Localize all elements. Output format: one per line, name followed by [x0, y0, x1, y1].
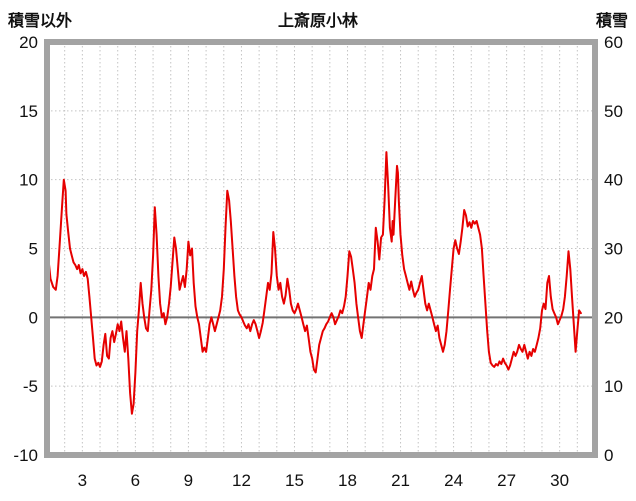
right-axis-tick-label: 20	[604, 308, 623, 327]
left-axis-tick-label: 10	[19, 171, 38, 190]
x-axis-tick-label: 9	[184, 471, 193, 490]
x-axis-tick-label: 12	[232, 471, 251, 490]
left-axis-tick-label: 5	[29, 240, 38, 259]
right-axis-tick-label: 10	[604, 377, 623, 396]
left-axis-tick-label: 20	[19, 33, 38, 52]
right-axis-tick-label: 40	[604, 171, 623, 190]
x-axis-tick-label: 3	[78, 471, 87, 490]
right-axis-tick-label: 30	[604, 240, 623, 259]
x-axis-tick-label: 27	[497, 471, 516, 490]
right-axis-tick-label: 50	[604, 102, 623, 121]
right-axis-tick-label: 0	[604, 446, 613, 465]
temperature-series-line	[47, 151, 582, 415]
x-axis-tick-label: 6	[131, 471, 140, 490]
left-axis-title: 積雪以外	[8, 13, 73, 30]
left-axis-tick-label: -5	[23, 377, 38, 396]
right-axis-tick-label: 60	[604, 33, 623, 52]
right-axis-title: 積雪	[595, 13, 628, 30]
x-axis-tick-label: 18	[338, 471, 357, 490]
x-axis-tick-label: 21	[391, 471, 410, 490]
left-axis-tick-label: -10	[13, 446, 38, 465]
chart-title: 上斎原小林	[277, 13, 358, 30]
left-axis-tick-label: 15	[19, 102, 38, 121]
x-axis-tick-label: 24	[444, 471, 463, 490]
x-axis-tick-label: 30	[550, 471, 569, 490]
plot-frame	[44, 39, 598, 458]
x-axis-tick-label: 15	[285, 471, 304, 490]
left-axis-tick-label: 0	[29, 308, 38, 327]
